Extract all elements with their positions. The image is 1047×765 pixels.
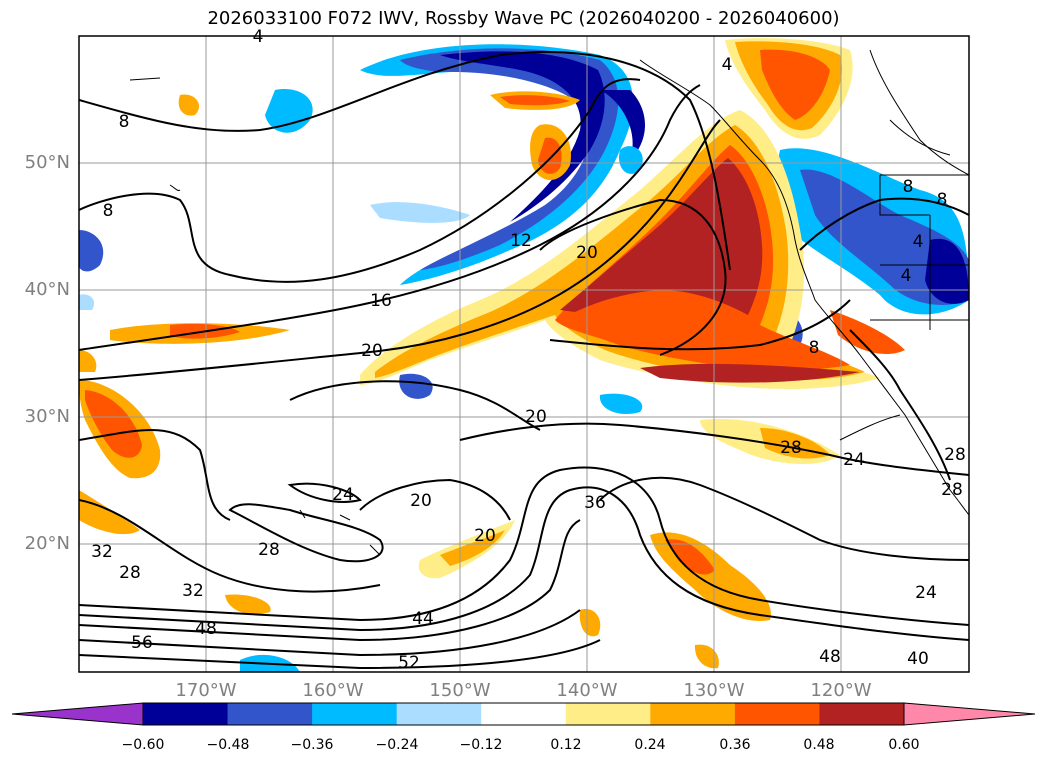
contour-label: 20 — [474, 526, 496, 546]
contour-label: 28 — [941, 480, 963, 500]
lon-label-150w: 150°W — [429, 680, 491, 701]
contour-label: 12 — [510, 231, 532, 251]
contour-label: 4 — [913, 232, 924, 252]
lon-label-130w: 130°W — [683, 680, 745, 701]
contour-label: 24 — [843, 450, 865, 470]
contour-label: 28 — [780, 438, 802, 458]
colorbar-cell — [396, 703, 482, 725]
colorbar-label: 0.24 — [634, 737, 666, 753]
colorbar-label: 0.60 — [888, 737, 920, 753]
contour-label: 8 — [903, 177, 914, 197]
colorbar-cell — [227, 703, 313, 725]
contour-label: 4 — [253, 27, 264, 47]
coastlines — [129, 49, 969, 556]
contour-label: 32 — [91, 542, 113, 562]
contour-label: 44 — [412, 609, 434, 629]
contour-label: 4 — [722, 55, 733, 75]
contour-label: 4 — [901, 266, 912, 286]
contour-label: 20 — [576, 243, 598, 263]
graticule — [79, 36, 969, 672]
colorbar-label: 0.12 — [550, 737, 582, 753]
colorbar-cell — [312, 703, 398, 725]
lat-label-20n: 20°N — [24, 533, 70, 554]
contour-label: 24 — [332, 485, 354, 505]
contour-label: 56 — [131, 633, 153, 653]
lat-label-50n: 50°N — [24, 152, 70, 173]
iwv-anomaly-fill — [79, 38, 969, 672]
contour-label: 20 — [410, 491, 432, 511]
lon-label-170w: 170°W — [175, 680, 237, 701]
colorbar-cell — [819, 703, 905, 725]
contour-label: 40 — [907, 649, 929, 669]
lon-label-140w: 140°W — [556, 680, 618, 701]
colorbar-cell — [481, 703, 567, 725]
map-title: 2026033100 F072 IWV, Rossby Wave PC (202… — [207, 8, 840, 29]
contour-label: 8 — [103, 201, 114, 221]
contour-label: 16 — [370, 291, 392, 311]
contour-label: 28 — [944, 445, 966, 465]
contour-label: 8 — [937, 190, 948, 210]
colorbar-cell — [143, 703, 229, 725]
colorbar-label: −0.36 — [290, 737, 334, 753]
lat-label-30n: 30°N — [24, 406, 70, 427]
lat-label-40n: 40°N — [24, 279, 70, 300]
colorbar-label: −0.24 — [375, 737, 419, 753]
colorbar-cell — [565, 703, 651, 725]
colorbar-cell — [650, 703, 736, 725]
contour-label: 28 — [119, 563, 141, 583]
colorbar-label: −0.12 — [459, 737, 503, 753]
colorbar-label: 0.36 — [719, 737, 751, 753]
contour-label: 28 — [258, 540, 280, 560]
contour-label: 24 — [915, 583, 937, 603]
contour-label: 32 — [182, 581, 204, 601]
contour-label: 8 — [809, 338, 820, 358]
iwv-contours — [79, 51, 969, 670]
colorbar-label: 0.48 — [803, 737, 835, 753]
contour-label: 48 — [195, 619, 217, 639]
colorbar-cell — [734, 703, 820, 725]
contour-label: 52 — [398, 653, 420, 673]
lon-label-160w: 160°W — [302, 680, 364, 701]
contour-label: 20 — [525, 407, 547, 427]
colorbar — [11, 702, 1036, 726]
contour-label: 36 — [584, 493, 606, 513]
lon-label-120w: 120°W — [810, 680, 872, 701]
contour-label: 48 — [819, 647, 841, 667]
colorbar-label: −0.48 — [206, 737, 250, 753]
colorbar-label: −0.60 — [121, 737, 165, 753]
contour-label: 20 — [361, 341, 383, 361]
contour-label: 8 — [119, 112, 130, 132]
